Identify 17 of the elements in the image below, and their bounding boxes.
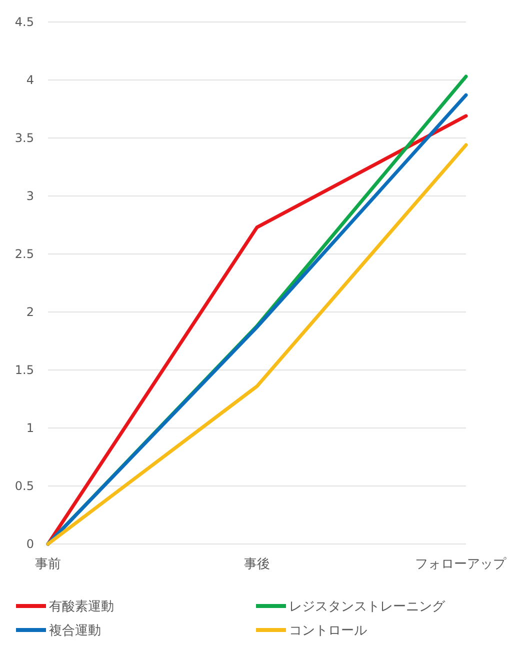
y-tick-label: 0 [26,537,34,552]
y-tick-label: 0.5 [14,479,34,494]
y-tick-label: 2.5 [14,247,34,262]
legend-label: 有酸素運動 [49,600,114,615]
y-tick-label: 2 [26,305,34,320]
y-tick-label: 4 [26,73,34,88]
legend-label: レジスタンストレーニング [289,600,446,615]
x-tick-label: フォローアップ [415,557,507,572]
legend-label: コントロール [289,624,367,639]
x-tick-label: 事前 [35,557,61,572]
legend-label: 複合運動 [49,624,101,639]
x-tick-label: 事後 [244,557,270,572]
y-tick-label: 1 [26,421,34,436]
y-tick-label: 3.5 [14,131,34,146]
y-tick-label: 4.5 [14,15,34,30]
y-tick-label: 3 [26,189,34,204]
y-tick-label: 1.5 [14,363,34,378]
